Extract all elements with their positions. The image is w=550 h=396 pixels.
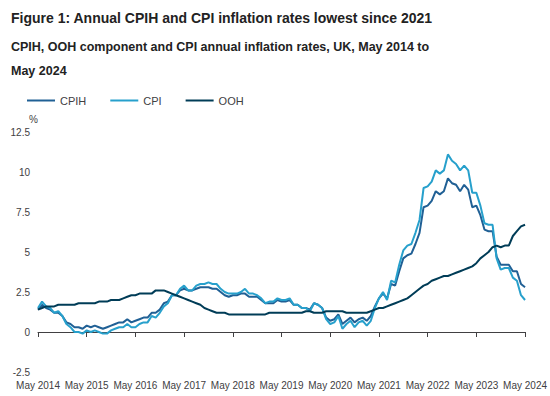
svg-text:Figure 1: Annual CPIH and CPI: Figure 1: Annual CPIH and CPI inflation … bbox=[11, 10, 432, 26]
svg-text:May 2023: May 2023 bbox=[454, 380, 498, 391]
svg-text:10: 10 bbox=[19, 167, 31, 178]
svg-text:2.5: 2.5 bbox=[16, 287, 30, 298]
svg-text:May 2015: May 2015 bbox=[65, 380, 109, 391]
svg-text:CPIH, OOH component and CPI an: CPIH, OOH component and CPI annual infla… bbox=[11, 40, 433, 54]
svg-text:May 2020: May 2020 bbox=[308, 380, 352, 391]
svg-text:May 2024: May 2024 bbox=[503, 380, 547, 391]
svg-text:May 2021: May 2021 bbox=[357, 380, 401, 391]
svg-text:May 2018: May 2018 bbox=[211, 380, 255, 391]
svg-text:7.5: 7.5 bbox=[16, 207, 30, 218]
svg-text:CPIH: CPIH bbox=[60, 95, 86, 107]
svg-text:May 2022: May 2022 bbox=[406, 380, 450, 391]
svg-text:12.5: 12.5 bbox=[11, 127, 31, 138]
svg-text:May 2024: May 2024 bbox=[11, 64, 67, 78]
svg-text:May 2019: May 2019 bbox=[260, 380, 304, 391]
svg-text:5: 5 bbox=[24, 247, 30, 258]
svg-text:%: % bbox=[29, 114, 38, 125]
svg-text:CPI: CPI bbox=[143, 95, 161, 107]
svg-text:May 2016: May 2016 bbox=[113, 380, 157, 391]
svg-text:-2.5: -2.5 bbox=[13, 367, 31, 378]
svg-text:OOH: OOH bbox=[219, 95, 244, 107]
svg-text:May 2014: May 2014 bbox=[16, 380, 60, 391]
svg-text:May 2017: May 2017 bbox=[162, 380, 206, 391]
svg-text:0: 0 bbox=[24, 327, 30, 338]
